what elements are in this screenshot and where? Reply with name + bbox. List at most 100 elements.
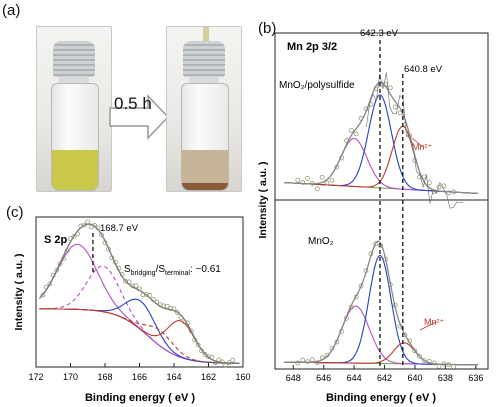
data-point bbox=[329, 345, 335, 351]
x-axis-ticks: 172 170 168 166 164 162 160 bbox=[28, 363, 251, 382]
data-point bbox=[175, 310, 180, 315]
data-point bbox=[451, 364, 456, 370]
data-point bbox=[436, 364, 442, 369]
x-tick-label: 636 bbox=[468, 373, 483, 383]
data-point bbox=[106, 246, 111, 252]
panel-c-label: (c) bbox=[6, 204, 24, 221]
data-point bbox=[226, 360, 232, 365]
y-axis-label: Intensity ( a.u. ) bbox=[257, 161, 269, 238]
data-point bbox=[422, 174, 427, 180]
data-point bbox=[71, 234, 77, 239]
data-point bbox=[137, 286, 142, 292]
vial-body bbox=[181, 83, 229, 191]
data-point bbox=[81, 222, 87, 228]
data-point bbox=[119, 272, 125, 277]
data-point bbox=[185, 320, 191, 326]
x-tick-label: 640 bbox=[407, 373, 422, 383]
data-point bbox=[213, 360, 218, 365]
chart-title: Mn 2p 3/2 bbox=[287, 41, 337, 53]
fit-component bbox=[39, 265, 240, 364]
data-point bbox=[339, 329, 344, 334]
data-point bbox=[358, 283, 364, 289]
vial-neck bbox=[59, 77, 89, 85]
data-point bbox=[305, 359, 310, 365]
data-point bbox=[178, 315, 184, 320]
mn2-pointer-bottom bbox=[419, 321, 437, 331]
data-point bbox=[57, 261, 63, 267]
envelope-line bbox=[284, 81, 478, 195]
time-label: 0.5 h bbox=[114, 94, 152, 113]
peak-label-642: 642.3 eV bbox=[360, 28, 399, 39]
data-point bbox=[295, 177, 301, 183]
vial-body bbox=[51, 83, 99, 191]
data-point bbox=[310, 181, 315, 186]
x-tick-label: 162 bbox=[201, 372, 216, 382]
data-point bbox=[329, 177, 335, 183]
arrow-icon bbox=[109, 94, 170, 140]
data-point bbox=[373, 241, 379, 247]
data-point bbox=[230, 357, 235, 363]
data-point bbox=[188, 328, 194, 334]
data-point bbox=[112, 260, 118, 265]
data-point bbox=[78, 223, 84, 229]
x-tick-label: 168 bbox=[97, 372, 112, 382]
data-point bbox=[300, 357, 306, 363]
s-spectrum bbox=[38, 219, 240, 368]
chart-title: S 2p bbox=[44, 234, 68, 246]
top-spectrum bbox=[284, 72, 478, 209]
x-tick-label: 160 bbox=[235, 372, 250, 382]
x-axis-label: Binding energy ( eV ) bbox=[326, 392, 436, 404]
panel-a-label: (a) bbox=[2, 2, 21, 19]
data-point bbox=[47, 281, 53, 287]
x-tick-label: 642 bbox=[377, 373, 392, 383]
data-point bbox=[140, 292, 146, 298]
data-point bbox=[206, 354, 211, 360]
vial-photo-after bbox=[166, 26, 242, 192]
data-point bbox=[324, 352, 330, 358]
data-point bbox=[407, 338, 413, 344]
data-point bbox=[209, 354, 215, 360]
sample-label-top: MnO₂/polysulfide bbox=[279, 80, 355, 91]
data-point bbox=[219, 359, 225, 365]
x-tick-label: 172 bbox=[28, 372, 43, 382]
vial-neck bbox=[189, 77, 219, 85]
data-point bbox=[68, 236, 73, 242]
data-point bbox=[324, 180, 330, 186]
data-point bbox=[349, 127, 354, 133]
data-point bbox=[334, 164, 340, 170]
data-point bbox=[61, 256, 66, 262]
data-point bbox=[431, 189, 437, 194]
data-point bbox=[116, 265, 122, 271]
mn2-pointer-top bbox=[411, 137, 425, 149]
brown-sediment bbox=[182, 183, 228, 190]
x-tick-label: 170 bbox=[63, 372, 78, 382]
data-point bbox=[392, 302, 398, 308]
data-point bbox=[99, 232, 104, 238]
data-point bbox=[314, 360, 320, 366]
peak-label-168: 168.7 eV bbox=[100, 223, 139, 234]
data-point bbox=[130, 283, 135, 289]
data-point bbox=[95, 225, 101, 231]
data-point bbox=[314, 186, 320, 192]
data-point bbox=[123, 279, 129, 284]
y-axis-label: Intensity ( a.u. ) bbox=[13, 253, 25, 330]
data-point bbox=[387, 85, 393, 91]
data-point bbox=[368, 101, 374, 107]
x-axis-label: Binding energy ( eV ) bbox=[85, 392, 195, 404]
data-point bbox=[412, 348, 418, 354]
envelope-line bbox=[38, 223, 240, 364]
data-point bbox=[147, 293, 153, 298]
mn2-label-bottom: Mn²⁺ bbox=[424, 317, 444, 327]
data-point bbox=[417, 354, 422, 359]
data-point bbox=[397, 323, 403, 329]
data-point bbox=[353, 294, 359, 300]
bottom-spectrum bbox=[284, 240, 478, 370]
data-point bbox=[195, 342, 201, 348]
data-point bbox=[441, 361, 447, 367]
data-point bbox=[353, 131, 359, 137]
data-point bbox=[397, 110, 403, 116]
data-point bbox=[446, 190, 452, 196]
data-point bbox=[363, 268, 369, 273]
data-point bbox=[319, 355, 325, 361]
